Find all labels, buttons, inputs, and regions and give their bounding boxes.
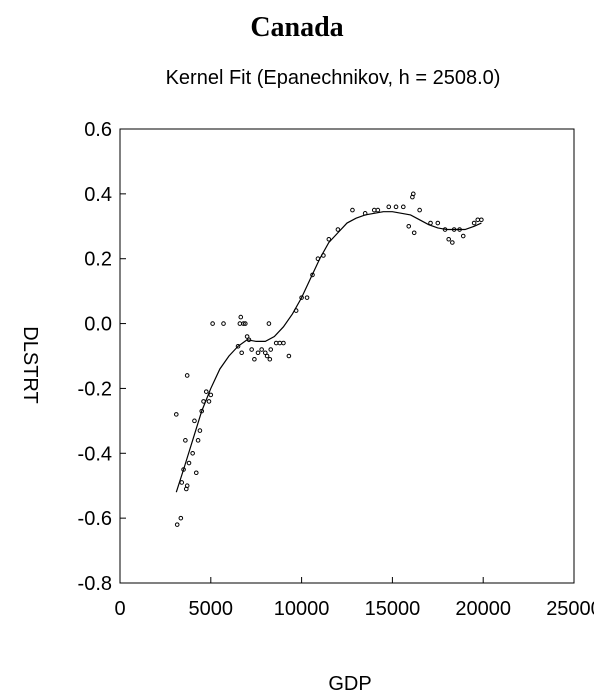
data-point — [446, 236, 451, 242]
data-point — [268, 347, 274, 352]
data-point — [173, 412, 179, 417]
data-point — [249, 347, 254, 352]
data-point — [266, 321, 272, 326]
data-point — [203, 389, 209, 394]
data-point — [197, 428, 203, 433]
y-tick-label: -0.6 — [78, 508, 112, 530]
data-point — [252, 356, 257, 362]
data-point — [410, 191, 416, 197]
data-point — [471, 220, 477, 226]
data-point — [310, 272, 315, 278]
data-point — [259, 347, 264, 352]
x-tick-label: 25000 — [546, 598, 594, 620]
data-point — [235, 343, 241, 349]
x-tick-label: 5000 — [189, 598, 234, 620]
data-point — [193, 470, 199, 476]
plot-area: 0 5000 10000 15000 20000 25000 -0.8 -0.6 -0.4 -0.… — [78, 119, 594, 620]
data-point — [451, 227, 457, 232]
y-axis-label: DLSTRT — [19, 326, 41, 403]
data-point — [184, 373, 190, 378]
data-point — [246, 337, 252, 343]
data-point — [190, 450, 195, 456]
data-point — [479, 217, 484, 223]
y-tick-label: -0.8 — [78, 573, 112, 595]
data-point — [350, 207, 355, 213]
plot-frame — [119, 128, 575, 584]
data-point — [386, 204, 392, 210]
x-tick-label: 20000 — [455, 598, 511, 620]
y-tick-label: 0.0 — [84, 314, 112, 336]
y-tick-label: -0.4 — [78, 443, 112, 465]
data-point — [450, 240, 455, 245]
data-point — [304, 295, 310, 300]
data-point — [326, 236, 332, 242]
x-tick-label: 10000 — [274, 598, 330, 620]
data-point — [435, 220, 441, 226]
data-point — [286, 353, 292, 359]
data-point — [406, 223, 412, 229]
data-point — [238, 314, 244, 320]
data-point — [400, 204, 406, 210]
data-point — [281, 340, 286, 346]
x-axis-label: GDP — [328, 673, 371, 695]
data-point — [299, 295, 304, 300]
data-point — [244, 334, 250, 339]
data-point — [181, 467, 186, 472]
data-point — [262, 350, 268, 356]
data-point — [183, 438, 188, 443]
data-point — [208, 392, 214, 398]
data-point — [393, 204, 399, 210]
data-point — [186, 460, 192, 466]
data-point — [417, 207, 422, 213]
data-point — [221, 321, 226, 326]
data-point — [428, 220, 433, 226]
chart-subtitle: Kernel Fit (Epanechnikov, h = 2508.0) — [166, 67, 501, 89]
data-point — [321, 253, 326, 258]
y-tick-label: -0.2 — [78, 378, 112, 400]
data-point — [195, 438, 201, 443]
y-tick-label: 0.2 — [84, 249, 112, 271]
data-point — [199, 408, 205, 414]
data-point — [243, 321, 248, 326]
data-point — [293, 308, 299, 313]
data-point — [362, 211, 368, 216]
data-point — [335, 227, 341, 232]
data-point — [206, 399, 212, 404]
data-point — [375, 207, 381, 213]
data-point — [184, 483, 190, 489]
data-point — [241, 321, 246, 326]
data-point — [201, 399, 206, 404]
data-point — [442, 227, 448, 232]
data-point — [267, 356, 273, 362]
y-tick-label: 0.4 — [84, 184, 112, 206]
data-point — [460, 233, 466, 239]
data-point — [457, 227, 462, 232]
data-point — [174, 522, 180, 527]
data-point — [264, 353, 270, 359]
x-tick-label: 0 — [114, 598, 125, 620]
data-point — [255, 350, 261, 356]
data-point — [179, 480, 185, 485]
data-point — [192, 418, 197, 424]
chart-title: Canada — [250, 12, 343, 43]
data-point — [239, 350, 244, 356]
data-point — [178, 515, 184, 521]
data-point — [315, 256, 321, 262]
y-tick-label: 0.6 — [84, 119, 112, 141]
x-tick-label: 15000 — [365, 598, 421, 620]
data-point — [411, 230, 417, 236]
kernel-fit-line — [175, 211, 482, 493]
data-point — [210, 321, 215, 326]
